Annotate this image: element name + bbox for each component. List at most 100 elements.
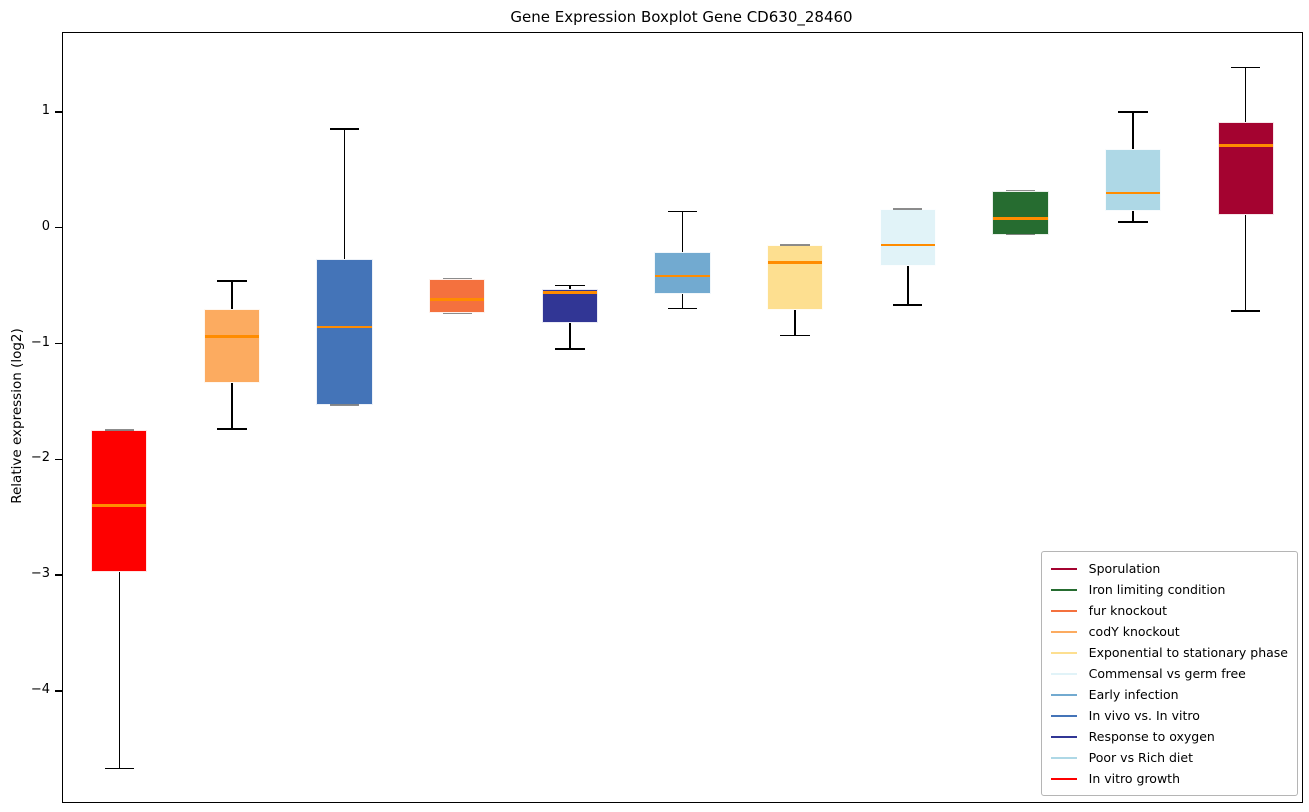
boxplot-box [91, 430, 148, 572]
legend-item: codY knockout [1050, 621, 1288, 642]
legend-label: Early infection [1088, 687, 1179, 702]
y-tick-label: 0 [41, 218, 50, 234]
y-tick-label: 1 [41, 102, 50, 118]
y-tick-label: −4 [30, 681, 50, 697]
legend-swatch [1050, 693, 1077, 696]
legend-swatch [1050, 588, 1077, 591]
boxplot-cap-lower [442, 312, 472, 315]
boxplot-cap-upper [442, 277, 472, 280]
y-tick-mark [55, 342, 62, 345]
boxplot-cap-upper [104, 429, 134, 431]
boxplot-box [429, 278, 486, 314]
legend-item: Response to oxygen [1050, 726, 1288, 747]
boxplot-cap-upper [893, 208, 923, 210]
legend-item: In vitro growth [1050, 768, 1288, 789]
boxplot-median [767, 261, 823, 264]
boxplot-box [1104, 148, 1162, 212]
legend-swatch [1050, 630, 1077, 633]
boxplot-median [542, 291, 598, 294]
legend-label: Response to oxygen [1088, 729, 1215, 744]
legend-swatch [1050, 777, 1077, 780]
boxplot-box [541, 288, 599, 323]
legend-swatch [1050, 714, 1077, 717]
boxplot-whisker-upper [681, 211, 684, 252]
boxplot-cap-upper [217, 280, 247, 282]
legend-label: Exponential to stationary phase [1088, 645, 1288, 660]
boxplot-cap-upper [780, 244, 810, 246]
plot-area: Sporulation Iron limiting condition fur kn… [62, 32, 1303, 803]
boxplot-median [1105, 191, 1161, 195]
y-tick-mark [55, 226, 62, 229]
boxplot-cap-lower [555, 348, 585, 350]
boxplot-box [203, 308, 261, 383]
boxplot-whisker-upper [569, 285, 571, 289]
legend-label: Poor vs Rich diet [1088, 750, 1193, 765]
boxplot-box [992, 190, 1049, 235]
legend-swatch [1050, 735, 1077, 738]
boxplot-median [430, 298, 485, 301]
legend-swatch [1050, 756, 1077, 759]
y-tick-label: −1 [30, 334, 50, 350]
y-tick-label: −2 [30, 450, 50, 466]
boxplot-cap-lower [667, 307, 698, 310]
boxplot-median [92, 504, 147, 507]
legend-label: fur knockout [1088, 603, 1168, 618]
boxplot-median [655, 274, 710, 278]
boxplot-cap-lower [1005, 233, 1036, 236]
legend-item: fur knockout [1050, 600, 1288, 621]
boxplot-box [879, 209, 936, 266]
legend-label: Sporulation [1088, 561, 1161, 576]
boxplot-box [1217, 122, 1274, 215]
boxplot-whisker-lower [681, 293, 684, 309]
boxplot-median [204, 335, 260, 338]
legend-label: In vitro growth [1088, 771, 1181, 786]
legend-item: Exponential to stationary phase [1050, 642, 1288, 663]
boxplot-median [317, 325, 372, 329]
boxplot-cap-upper [329, 128, 360, 130]
legend-item: Commensal vs germ free [1050, 663, 1288, 684]
legend-item: Poor vs Rich diet [1050, 747, 1288, 768]
boxplot-whisker-upper [343, 129, 346, 259]
boxplot-whisker-upper [1244, 67, 1247, 123]
boxplot-cap-upper [667, 210, 698, 213]
y-tick-mark [55, 111, 62, 113]
boxplot-whisker-lower [118, 571, 121, 769]
legend: Sporulation Iron limiting condition fur kn… [1040, 551, 1298, 796]
boxplot-cap-upper [555, 284, 585, 287]
legend-swatch [1050, 672, 1077, 675]
boxplot-cap-lower [329, 404, 360, 406]
boxplot-box [766, 244, 824, 310]
boxplot-cap-upper [1005, 189, 1036, 192]
boxplot-cap-lower [893, 304, 923, 306]
boxplot-whisker-lower [907, 265, 909, 306]
boxplot-whisker-lower [569, 322, 571, 350]
legend-swatch [1050, 651, 1077, 654]
y-tick-mark [55, 458, 62, 461]
boxplot-median [1218, 144, 1273, 147]
boxplot-median [993, 217, 1048, 220]
boxplot-cap-lower [780, 334, 810, 337]
legend-item: In vivo vs. In vitro [1050, 705, 1288, 726]
boxplot-median [880, 243, 935, 247]
legend-label: Commensal vs germ free [1088, 666, 1246, 681]
boxplot-whisker-lower [794, 309, 796, 336]
y-tick-mark [55, 574, 62, 576]
chart-title: Gene Expression Boxplot Gene CD630_28460 [510, 8, 853, 26]
legend-label: Iron limiting condition [1088, 582, 1226, 597]
boxplot-box [316, 258, 373, 405]
legend-item: Early infection [1050, 684, 1288, 705]
boxplot-whisker-lower [1244, 214, 1247, 311]
legend-label: codY knockout [1088, 624, 1180, 639]
boxplot-whisker-upper [231, 280, 233, 309]
legend-item: Iron limiting condition [1050, 579, 1288, 600]
y-tick-label: −3 [30, 566, 50, 582]
legend-swatch [1050, 609, 1077, 612]
legend-item: Sporulation [1050, 558, 1288, 579]
boxplot-cap-lower [1231, 310, 1261, 312]
y-axis-label: Relative expression (log2) [9, 328, 25, 504]
boxplot-whisker-lower [1132, 211, 1134, 222]
boxplot-cap-lower [1118, 221, 1148, 223]
boxplot-cap-lower [104, 767, 134, 770]
boxplot-whisker-upper [1132, 111, 1134, 149]
